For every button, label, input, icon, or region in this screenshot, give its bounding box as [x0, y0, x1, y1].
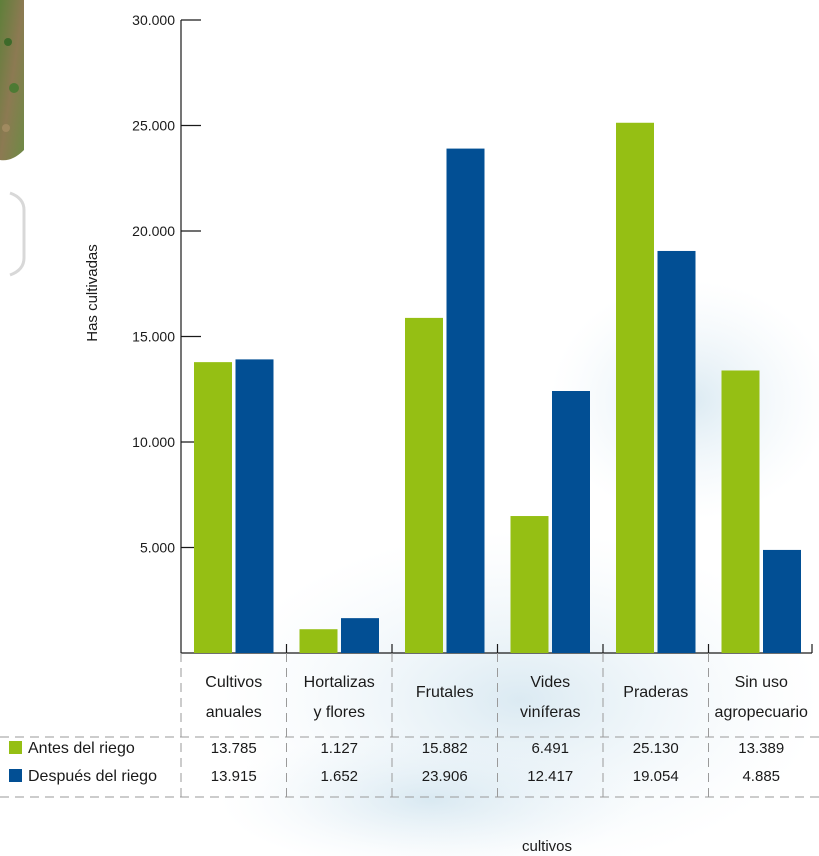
bar-antes-3 [510, 516, 549, 653]
y-tick-label: 15.000 [132, 329, 175, 345]
y-tick-label: 30.000 [132, 12, 175, 28]
bar-antes-0 [194, 362, 232, 653]
data-label: 12.417 [527, 768, 573, 785]
category-label: anuales [206, 704, 262, 721]
data-label: 13.915 [211, 768, 257, 785]
bar-despues-0 [235, 359, 274, 653]
x-axis-title: cultivos [522, 838, 572, 855]
data-label: 15.882 [422, 740, 468, 757]
legend: Antes del riego Después del riego [9, 740, 157, 785]
category-label: Hortalizas [304, 674, 375, 691]
bar-despues-1 [341, 618, 379, 653]
category-label: y flores [313, 704, 365, 721]
bars [194, 122, 801, 653]
data-label: 4.885 [742, 768, 780, 785]
category-label: viníferas [520, 704, 580, 721]
bar-antes-5 [721, 370, 760, 653]
legend-label: Después del riego [28, 768, 157, 785]
y-tick-label: 20.000 [132, 223, 175, 239]
bar-antes-2 [405, 317, 443, 653]
data-label: 13.389 [738, 740, 784, 757]
legend-swatch [9, 741, 22, 754]
category-label: Vides [530, 674, 570, 691]
legend-label: Antes del riego [28, 740, 135, 757]
bar-antes-4 [616, 122, 654, 653]
category-label: Frutales [416, 684, 474, 701]
category-label: agropecuario [715, 704, 809, 721]
y-tick-label: 5.000 [140, 540, 175, 556]
bar-despues-3 [552, 391, 590, 653]
bar-despues-5 [763, 549, 801, 653]
data-label: 6.491 [531, 740, 569, 757]
data-label: 13.785 [211, 740, 257, 757]
category-label: Sin uso [735, 674, 788, 691]
legend-swatch [9, 769, 22, 782]
category-label: Cultivos [205, 674, 262, 691]
data-label: 23.906 [422, 768, 468, 785]
bar-despues-4 [657, 250, 696, 653]
data-label: 1.652 [320, 768, 358, 785]
data-label: 1.127 [320, 740, 358, 757]
data-table: Cultivos anuales Hortalizas y flores Frutale… [0, 653, 819, 798]
y-tick-label: 25.000 [132, 118, 175, 134]
y-tick-label: 10.000 [132, 434, 175, 450]
y-axis-title: Has cultivadas [84, 244, 101, 342]
category-label: Praderas [623, 684, 688, 701]
bar-antes-1 [299, 629, 338, 653]
data-label: 19.054 [633, 768, 679, 785]
data-label: 25.130 [633, 740, 679, 757]
bar-despues-2 [446, 148, 485, 653]
